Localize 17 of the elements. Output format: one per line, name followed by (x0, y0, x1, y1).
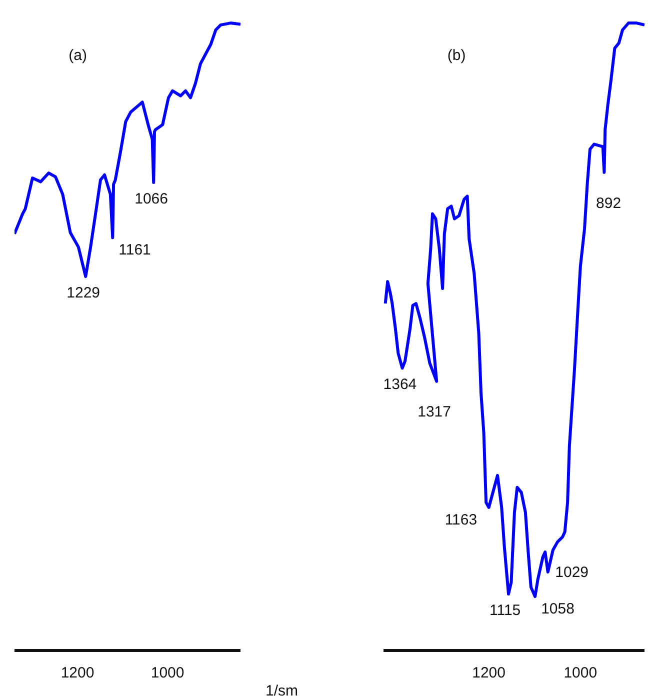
x-tick-label: 1200 (60, 664, 94, 682)
x-tick-label: 1000 (564, 664, 598, 682)
annotation: 1163 (444, 511, 478, 528)
x-axis-title: 1/sm (266, 682, 298, 699)
annotation: 1364 (383, 376, 417, 394)
x-tick-label: 1200 (472, 664, 506, 682)
annotation: 1066 (134, 190, 168, 208)
annotation: 892 (596, 195, 622, 212)
x-tick-label: 1000 (150, 664, 184, 682)
annotation: 1229 (66, 284, 100, 302)
text: (a) (68, 47, 87, 64)
annotation: 1115 (490, 602, 521, 620)
annotation: 1317 (418, 403, 451, 420)
text: (b) (447, 47, 466, 64)
annotation: 1058 (541, 600, 574, 618)
annotation: 1161 (118, 242, 151, 259)
annotation: 1029 (555, 564, 589, 581)
